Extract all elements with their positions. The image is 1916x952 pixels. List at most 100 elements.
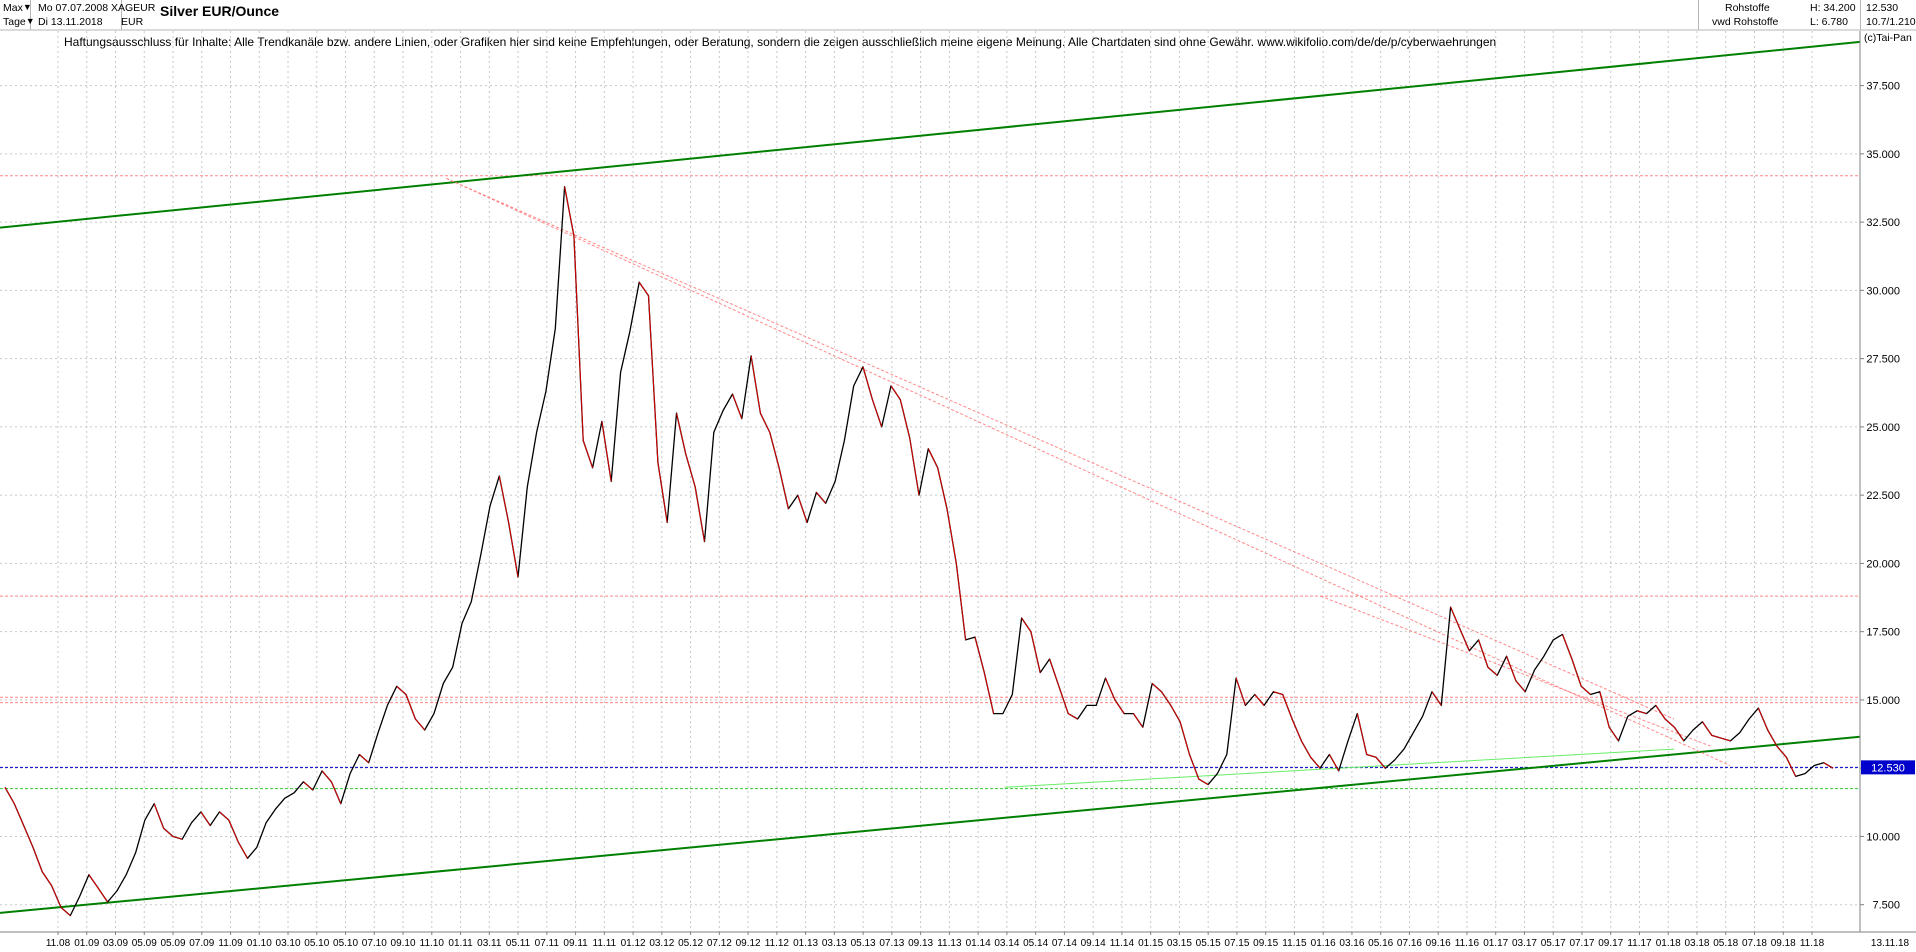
x-tick-label: 05.17 (1541, 938, 1566, 949)
last-value-label: 12.530 (1871, 762, 1905, 774)
price-down-segment (219, 811, 230, 821)
price-down-segment (1515, 680, 1526, 693)
x-tick-label: 11.08 (46, 938, 71, 949)
price-down-segment (1198, 778, 1209, 785)
x-tick-label: 07.14 (1052, 938, 1077, 949)
price-down-segment (657, 462, 668, 523)
price-down-segment (1674, 726, 1685, 742)
x-tick-label: 03.16 (1339, 938, 1364, 949)
y-tick-label: 27.500 (1866, 354, 1900, 366)
y-tick-label: 35.000 (1866, 149, 1900, 161)
price-down-segment (862, 366, 873, 400)
x-tick-label: 09.13 (908, 938, 933, 949)
price-down-segment (1459, 628, 1470, 651)
x-tick-label: 11.13 (937, 938, 962, 949)
price-down-segment (1487, 666, 1498, 676)
price-down-segment (759, 413, 771, 433)
header-divider-3 (1698, 0, 1699, 30)
price-down-segment (498, 475, 510, 523)
price-down-segment (1179, 721, 1190, 755)
x-tick-label: 07.11 (535, 938, 560, 949)
price-down-segment (676, 413, 687, 455)
trendline-resistance (0, 40, 1861, 229)
x-tick-label: 01.10 (247, 938, 272, 949)
dropdown-arrow-icon: ▼ (25, 16, 35, 26)
x-tick-label: 11.11 (593, 938, 617, 949)
price-down-segment (172, 835, 183, 840)
timeframe-value: Max (3, 2, 23, 14)
price-down-segment (330, 781, 342, 804)
interval-value: Tage (3, 16, 26, 28)
x-tick-label: 11.10 (420, 938, 445, 949)
x-tick-label: 11.14 (1110, 938, 1135, 949)
price-down-segment (51, 885, 62, 908)
y-tick-label: 30.000 (1866, 285, 1900, 297)
trendline-downtrend (446, 177, 1731, 766)
start-date: Mo 07.07.2008 (38, 2, 109, 14)
x-tick-label: 03.09 (103, 938, 128, 949)
y-tick-label: 10.000 (1866, 831, 1900, 843)
credit-label: (c)Tai-Pan (1864, 32, 1912, 44)
price-down-segment (573, 235, 584, 441)
trendline-support-thin (1004, 748, 1675, 788)
price-down-segment (237, 841, 248, 859)
end-date: Di 13.11.2018 (38, 16, 103, 28)
price-down-segment (1049, 658, 1060, 687)
price-down-segment (937, 467, 948, 509)
price-down-segment (694, 486, 705, 542)
price-down-segment (1254, 694, 1265, 706)
price-down-segment (1291, 718, 1302, 742)
last-value: 12.530 (1866, 2, 1899, 14)
low-value: L: 6.780 (1810, 16, 1848, 28)
x-tick-label: 07.13 (879, 938, 904, 949)
y-tick-label: 25.000 (1866, 422, 1900, 434)
price-down-segment (797, 494, 808, 523)
trendline-downtrend (1320, 595, 1712, 747)
price-down-segment (1151, 683, 1162, 693)
price-down-segment (927, 448, 939, 469)
price-down-segment (983, 672, 995, 714)
price-down-segment (1711, 734, 1722, 739)
x-tick-label: 05.14 (1023, 938, 1048, 949)
x-tick-label: 01.11 (448, 938, 473, 949)
x-tick-label: 05.11 (506, 938, 531, 949)
price-down-segment (1189, 754, 1200, 780)
x-tick-label: 01.14 (966, 938, 991, 949)
x-tick-label: 05.09 (161, 938, 186, 949)
ratio-value: 10.7/1.210 (1866, 16, 1916, 28)
x-tick-label: 07.15 (1224, 938, 1249, 949)
x-last-date-label: 13.11.18 (1871, 938, 1910, 949)
trendline-downtrend (446, 177, 1675, 720)
x-tick-label: 07.16 (1397, 938, 1422, 949)
price-down-segment (1273, 691, 1283, 695)
series-layer (4, 185, 1834, 917)
price-down-segment (1366, 754, 1377, 758)
x-tick-label: 09.17 (1598, 938, 1623, 949)
price-down-segment (946, 508, 957, 564)
price-down-segment (1328, 754, 1340, 772)
price-down-segment (582, 440, 594, 469)
price-down-segment (816, 492, 827, 504)
price-down-segment (359, 754, 370, 764)
interval-select[interactable]: Tage ▼ (3, 16, 35, 28)
price-down-segment (909, 437, 920, 496)
price-down-segment (4, 787, 15, 804)
price-down-segment (1170, 705, 1181, 723)
x-tick-label: 05.09 (132, 938, 157, 949)
timeframe-select[interactable]: Max ▼ (3, 2, 32, 14)
price-down-segment (1785, 757, 1797, 777)
price-down-segment (303, 781, 314, 791)
x-tick-label: 11.12 (765, 938, 790, 949)
price-down-segment (1608, 726, 1619, 742)
x-tick-label: 11.16 (1455, 938, 1480, 949)
price-down-segment (1702, 721, 1713, 736)
chart-title: Silver EUR/Ounce (160, 3, 280, 19)
price-down-segment (1161, 691, 1172, 706)
price-series-line (4, 185, 1834, 917)
data-source: vwd Rohstoffe (1712, 16, 1779, 28)
price-down-segment (1450, 606, 1461, 630)
price-down-segment (1356, 713, 1368, 755)
x-tick-label: 05.13 (851, 938, 876, 949)
